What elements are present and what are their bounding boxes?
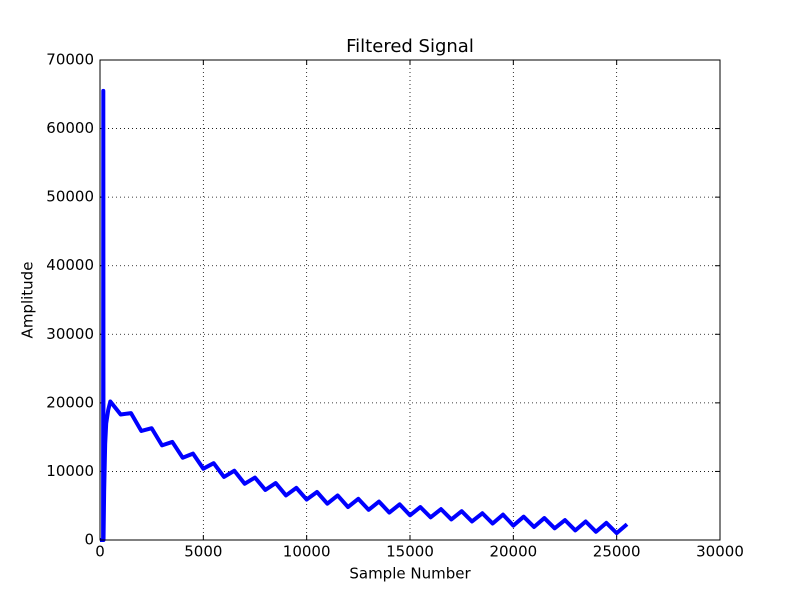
y-tick-label: 20000 — [46, 393, 94, 411]
x-tick-label: 15000 — [386, 543, 434, 561]
x-tick-label: 10000 — [283, 543, 331, 561]
y-tick-label: 70000 — [46, 51, 94, 69]
y-tick-label: 0 — [84, 531, 94, 549]
y-tick-label: 40000 — [46, 256, 94, 274]
plot-frame — [99, 59, 721, 541]
y-tick-label: 10000 — [46, 462, 94, 480]
y-tick-label: 30000 — [46, 325, 94, 343]
x-tick-label: 30000 — [696, 543, 744, 561]
x-tick-label: 25000 — [593, 543, 641, 561]
y-tick-label: 60000 — [46, 119, 94, 137]
chart-title: Filtered Signal — [346, 36, 474, 57]
y-tick-label: 50000 — [46, 188, 94, 206]
x-axis-label: Sample Number — [349, 565, 471, 583]
signal-line — [100, 88, 629, 542]
x-tick-label: 5000 — [184, 543, 222, 561]
x-tick-label: 20000 — [489, 543, 537, 561]
y-axis-label: Amplitude — [19, 262, 37, 339]
x-tick-label: 0 — [95, 543, 105, 561]
